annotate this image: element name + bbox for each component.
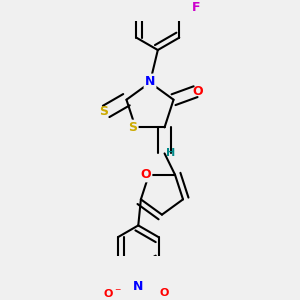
Text: O: O bbox=[140, 168, 151, 181]
Text: H: H bbox=[167, 148, 176, 158]
Text: O$^-$: O$^-$ bbox=[103, 287, 122, 299]
Text: O: O bbox=[159, 288, 169, 298]
Text: S: S bbox=[99, 105, 108, 118]
Text: F: F bbox=[192, 1, 200, 14]
Text: S: S bbox=[128, 121, 137, 134]
Text: O: O bbox=[193, 85, 203, 98]
Text: N: N bbox=[133, 280, 143, 293]
Text: N: N bbox=[145, 75, 155, 88]
